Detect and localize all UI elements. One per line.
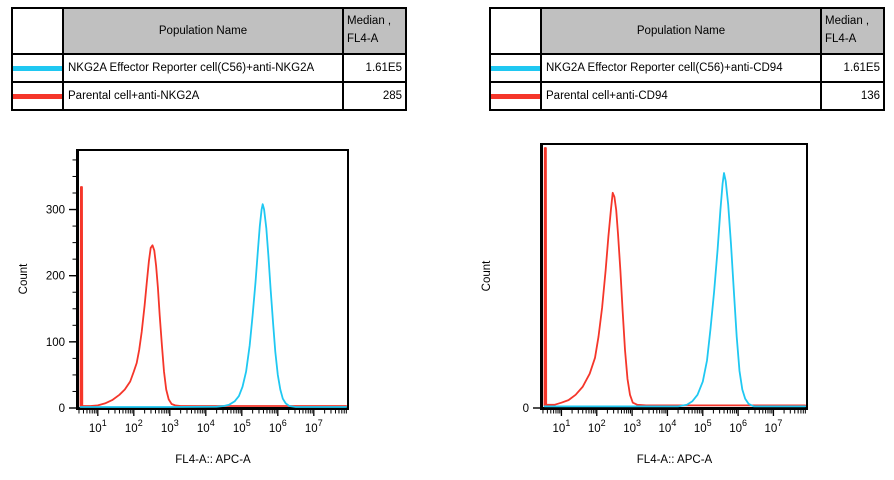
svg-text:0: 0 (59, 403, 65, 415)
svg-text:107: 107 (305, 418, 323, 435)
population-name-header: Population Name (540, 7, 822, 55)
legend-header-row: Population Name Median , FL4-A (489, 7, 885, 55)
svg-text:105: 105 (694, 418, 712, 435)
svg-text:105: 105 (233, 418, 251, 435)
panel-anti-nkg2a: Population Name Median , FL4-A NKG2A Eff… (11, 7, 407, 466)
median-value: 1.61E5 (342, 53, 407, 83)
population-name: NKG2A Effector Reporter cell(C56)+anti-C… (540, 53, 822, 83)
reporter-color-swatch (14, 65, 61, 71)
parental-color-swatch (14, 93, 61, 99)
legend-row-reporter: NKG2A Effector Reporter cell(C56)+anti-N… (11, 53, 407, 83)
swatch-cell (489, 81, 542, 111)
svg-text:104: 104 (659, 418, 677, 435)
population-name: Parental cell+anti-CD94 (540, 81, 822, 111)
legend-header-row: Population Name Median , FL4-A (11, 7, 407, 55)
median-value: 285 (342, 81, 407, 111)
median-header: Median , FL4-A (342, 7, 407, 55)
swatch-cell (11, 81, 64, 111)
parental-color-swatch (492, 93, 539, 99)
svg-text:103: 103 (623, 418, 641, 435)
panel-anti-cd94: Population Name Median , FL4-A NKG2A Eff… (447, 0, 894, 480)
svg-text:FL4-A:: APC-A: FL4-A:: APC-A (637, 454, 713, 466)
svg-text:106: 106 (269, 418, 287, 435)
median-header-line1: Median , (825, 15, 870, 28)
population-name: NKG2A Effector Reporter cell(C56)+anti-N… (62, 53, 344, 83)
swatch-cell (11, 53, 64, 83)
median-value: 1.61E5 (820, 53, 885, 83)
population-name-header: Population Name (62, 7, 344, 55)
svg-text:100: 100 (46, 337, 65, 349)
svg-text:101: 101 (89, 418, 107, 435)
legend-row-reporter: NKG2A Effector Reporter cell(C56)+anti-C… (489, 53, 885, 83)
svg-text:101: 101 (553, 418, 571, 435)
reporter-color-swatch (492, 65, 539, 71)
legend-table: Population Name Median , FL4-A NKG2A Eff… (489, 7, 885, 111)
median-header-line1: Median , (347, 15, 392, 28)
svg-text:300: 300 (46, 205, 65, 217)
legend-row-parental: Parental cell+anti-CD94 136 (489, 81, 885, 111)
median-header-line2: FL4-A (825, 33, 857, 45)
svg-text:104: 104 (197, 418, 215, 435)
svg-text:102: 102 (125, 418, 143, 435)
swatch-column-header (489, 7, 542, 55)
swatch-cell (489, 53, 542, 83)
svg-text:Count: Count (481, 260, 493, 291)
svg-text:200: 200 (46, 271, 65, 283)
svg-text:FL4-A:: APC-A: FL4-A:: APC-A (175, 454, 251, 466)
median-header-line2: FL4-A (347, 33, 379, 45)
svg-text:106: 106 (729, 418, 747, 435)
svg-text:103: 103 (161, 418, 179, 435)
legend-row-parental: Parental cell+anti-NKG2A 285 (11, 81, 407, 111)
median-value: 136 (820, 81, 885, 111)
legend-table: Population Name Median , FL4-A NKG2A Eff… (11, 7, 407, 111)
swatch-column-header (11, 7, 64, 55)
svg-text:0: 0 (523, 403, 529, 415)
population-name: Parental cell+anti-NKG2A (62, 81, 344, 111)
svg-text:102: 102 (588, 418, 606, 435)
median-header: Median , FL4-A (820, 7, 885, 55)
svg-text:107: 107 (765, 418, 783, 435)
svg-text:Count: Count (18, 263, 30, 294)
